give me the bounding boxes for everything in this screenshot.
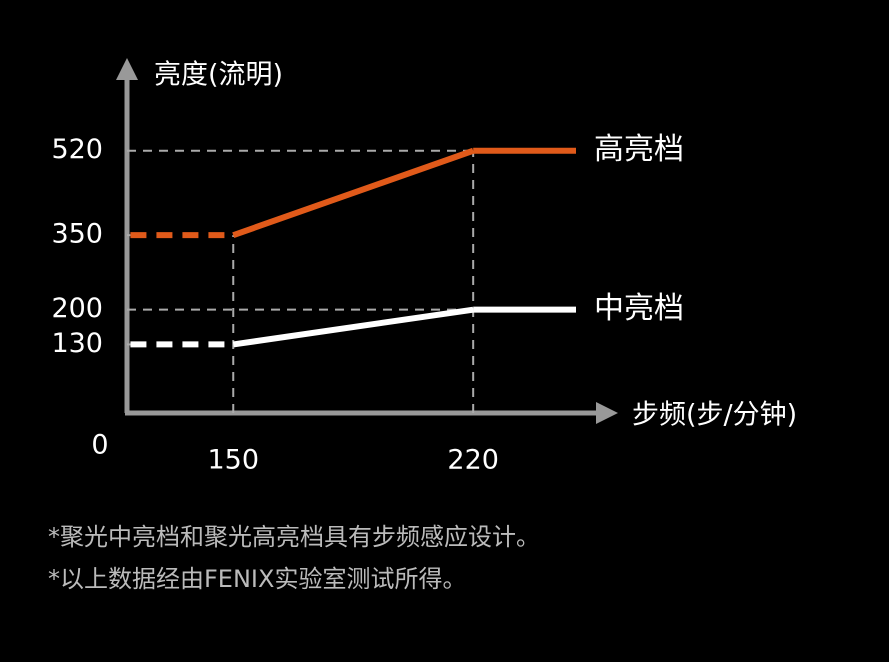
y-tick-label: 350 — [51, 219, 103, 250]
y-tick-label: 520 — [51, 134, 103, 165]
y-axis-label: 亮度(流明) — [154, 60, 283, 91]
x-axis-arrow — [596, 402, 618, 424]
origin-label: 0 — [91, 430, 108, 461]
series-label: 中亮档 — [594, 291, 684, 326]
footnote: *聚光中亮档和聚光高亮档具有步频感应设计。 — [48, 523, 540, 551]
x-axis-label: 步频(步/分钟) — [632, 400, 797, 431]
x-tick-label: 150 — [207, 445, 259, 476]
y-axis-arrow — [116, 58, 138, 80]
series-label: 高亮档 — [594, 132, 684, 167]
x-tick-label: 220 — [447, 445, 499, 476]
footnote: *以上数据经由FENIX实验室测试所得。 — [48, 565, 466, 593]
series-line — [232, 306, 474, 348]
series-line — [232, 147, 475, 238]
y-tick-label: 200 — [51, 293, 103, 324]
y-tick-label: 130 — [51, 328, 103, 359]
